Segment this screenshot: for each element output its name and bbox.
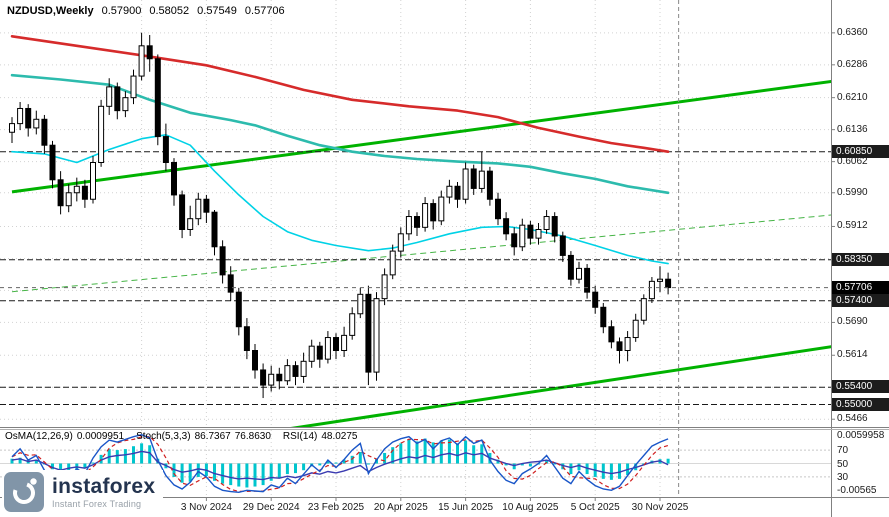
cyan-moving-average	[11, 134, 669, 265]
price-levels-layer	[0, 151, 831, 406]
indicator-pane-layer	[0, 433, 831, 494]
indicator-labels: OsMA(12,26,9) 0.0009951 Stoch(5,3,3) 86.…	[5, 431, 366, 442]
stoch-main-value: 86.7367	[194, 431, 231, 442]
lower-support-trendline	[290, 345, 831, 427]
trendlines-layer	[11, 79, 831, 427]
stoch-main-line	[11, 433, 669, 494]
candles-layer	[9, 32, 672, 399]
stoch-signal-value: 76.8630	[234, 431, 271, 442]
ohlc-high: 0.58052	[149, 5, 190, 17]
stoch-label: Stoch(5,3,3)	[136, 431, 191, 442]
grid-layer	[0, 0, 831, 497]
symbol-period-label: NZDUSD,Weekly	[7, 5, 94, 17]
red-moving-average	[10, 35, 670, 153]
major-rising-trendline	[11, 79, 831, 194]
teal-moving-average	[10, 73, 670, 195]
logo-brand-text: instaforex	[52, 474, 156, 498]
osma-value: 0.0009951	[76, 431, 125, 442]
minor-rising-dashed-trendline	[11, 214, 831, 293]
instaforex-logo: instaforex Instant Forex Trading	[2, 470, 164, 514]
instaforex-logo-icon	[4, 472, 44, 512]
chart-title: NZDUSD,Weekly 0.57900 0.58052 0.57549 0.…	[7, 5, 285, 17]
osma-label: OsMA(12,26,9)	[5, 431, 73, 442]
ohlc-open: 0.57900	[101, 5, 142, 17]
rsi-value: 48.0275	[321, 431, 358, 442]
ohlc-close: 0.57706	[244, 5, 285, 17]
logo-tagline-text: Instant Forex Trading	[52, 498, 142, 509]
rsi-label: RSI(14)	[282, 431, 318, 442]
ohlc-low: 0.57549	[197, 5, 237, 17]
